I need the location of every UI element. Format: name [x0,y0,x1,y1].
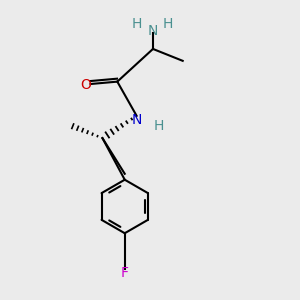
Text: O: O [81,78,92,92]
Text: H: H [131,17,142,31]
Text: F: F [121,266,129,280]
Text: H: H [154,118,164,133]
Text: N: N [131,113,142,127]
Text: N: N [148,24,158,38]
Text: H: H [163,17,173,31]
